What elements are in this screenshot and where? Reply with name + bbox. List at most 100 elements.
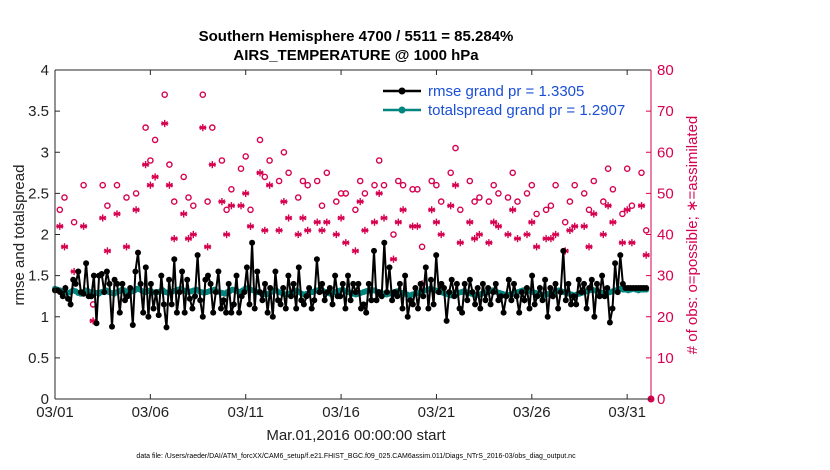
rmse-point bbox=[404, 313, 411, 320]
rmse-point bbox=[192, 293, 198, 300]
obs-assimilated-point bbox=[370, 218, 379, 226]
rmse-point bbox=[586, 285, 593, 291]
rmse-point bbox=[93, 320, 100, 327]
obs-possible-point bbox=[604, 165, 612, 172]
rmse-point bbox=[394, 293, 401, 300]
rmse-point bbox=[549, 293, 556, 300]
obs-assimilated-point bbox=[56, 222, 64, 230]
y-right-tick-label: 80 bbox=[657, 62, 674, 79]
rmse-point bbox=[127, 285, 134, 291]
rmse-point bbox=[513, 293, 520, 300]
rmse-point bbox=[155, 312, 162, 319]
rmse-point bbox=[329, 301, 336, 308]
obs-assimilated-point bbox=[637, 202, 646, 210]
obs-possible-point bbox=[285, 169, 292, 177]
rmse-point bbox=[65, 295, 71, 302]
rmse-point bbox=[531, 301, 538, 308]
obs-assimilated-point bbox=[103, 247, 111, 255]
y-axis-right-label: # of obs: o=possible; ∗=assimilated bbox=[684, 116, 701, 355]
obs-assimilated-point bbox=[428, 206, 436, 214]
rmse-point bbox=[412, 285, 419, 291]
obs-possible-point bbox=[318, 202, 326, 209]
rmse-point bbox=[565, 280, 572, 287]
obs-assimilated-point bbox=[380, 214, 388, 222]
rmse-point bbox=[422, 264, 429, 271]
rmse-series bbox=[52, 239, 650, 331]
rmse-point bbox=[179, 268, 186, 275]
rmse-point bbox=[75, 268, 82, 275]
obs-assimilated-point bbox=[99, 214, 107, 222]
rmse-point bbox=[352, 289, 359, 296]
obs-possible-point bbox=[299, 177, 307, 185]
obs-possible-point bbox=[199, 91, 207, 98]
rmse-point bbox=[415, 305, 421, 312]
x-axis: 03/01 03/06 03/11 03/16 03/21 03/26 03/31 bbox=[36, 70, 646, 421]
obs-possible-point bbox=[223, 206, 230, 214]
rmse-point bbox=[588, 276, 595, 283]
rmse-point bbox=[521, 297, 528, 304]
obs-assimilated-point bbox=[456, 239, 464, 247]
legend-spread-marker bbox=[398, 106, 406, 114]
legend-rmse-label: rmse grand pr = 1.3305 bbox=[428, 83, 584, 100]
rmse-point bbox=[316, 289, 323, 296]
obs-possible-point bbox=[485, 198, 493, 205]
y-left-tick-label: 3 bbox=[41, 144, 49, 161]
y-right-tick-label: 70 bbox=[657, 103, 674, 120]
obs-assimilated-point bbox=[437, 230, 445, 239]
obs-possible-point bbox=[113, 181, 121, 189]
obs-assimilated-series bbox=[56, 119, 650, 325]
rmse-point bbox=[555, 305, 562, 312]
y-right-tick-label: 0 bbox=[657, 391, 665, 408]
rmse-point bbox=[109, 323, 115, 330]
obs-assimilated-point bbox=[566, 226, 574, 234]
obs-assimilated-point bbox=[533, 243, 541, 251]
obs-possible-point bbox=[428, 177, 436, 185]
obs-possible-point bbox=[466, 177, 474, 185]
obs-possible-point bbox=[447, 169, 455, 177]
rmse-point bbox=[643, 285, 650, 291]
rmse-point bbox=[511, 280, 517, 287]
obs-assimilated-point bbox=[113, 210, 121, 218]
rmse-point bbox=[557, 289, 564, 296]
obs-possible-point bbox=[528, 181, 536, 189]
rmse-point bbox=[472, 301, 479, 308]
obs-assimilated-point bbox=[552, 230, 560, 239]
rmse-point bbox=[145, 313, 152, 320]
obs-possible-point bbox=[104, 202, 111, 209]
rmse-point bbox=[591, 313, 598, 320]
obs-possible-point bbox=[266, 157, 273, 164]
obs-possible-point bbox=[452, 144, 459, 152]
rmse-point bbox=[417, 280, 424, 287]
y-right-tick-label: 20 bbox=[657, 309, 674, 326]
obs-assimilated-point bbox=[361, 226, 369, 234]
rmse-point bbox=[474, 285, 481, 291]
rmse-point bbox=[259, 297, 266, 304]
obs-possible-point bbox=[123, 194, 130, 201]
obs-possible-point bbox=[256, 136, 264, 144]
obs-assimilated-point bbox=[494, 222, 502, 230]
rmse-point bbox=[482, 297, 489, 304]
rmse-point bbox=[544, 313, 551, 320]
obs-possible-point bbox=[585, 206, 593, 214]
obs-possible-point bbox=[628, 202, 636, 209]
obs-assimilated-point bbox=[356, 198, 364, 206]
rmse-point bbox=[360, 301, 367, 308]
obs-assimilated-point bbox=[351, 247, 359, 255]
obs-possible-point bbox=[151, 136, 159, 144]
obs-assimilated-point bbox=[332, 230, 340, 239]
obs-possible-point bbox=[476, 194, 483, 201]
obs-assimilated-point bbox=[146, 181, 154, 189]
rmse-point bbox=[594, 280, 600, 287]
rmse-point bbox=[433, 252, 440, 259]
rmse-point bbox=[72, 280, 79, 287]
obs-assimilated-point bbox=[609, 218, 617, 226]
rmse-point bbox=[536, 285, 543, 291]
rmse-point bbox=[254, 268, 261, 275]
obs-possible-point bbox=[70, 218, 78, 226]
y-left-tick-label: 4 bbox=[41, 62, 49, 79]
rmse-point bbox=[508, 297, 515, 304]
rmse-point bbox=[277, 301, 284, 308]
rmse-point bbox=[479, 280, 486, 287]
obs-assimilated-point bbox=[237, 202, 245, 210]
